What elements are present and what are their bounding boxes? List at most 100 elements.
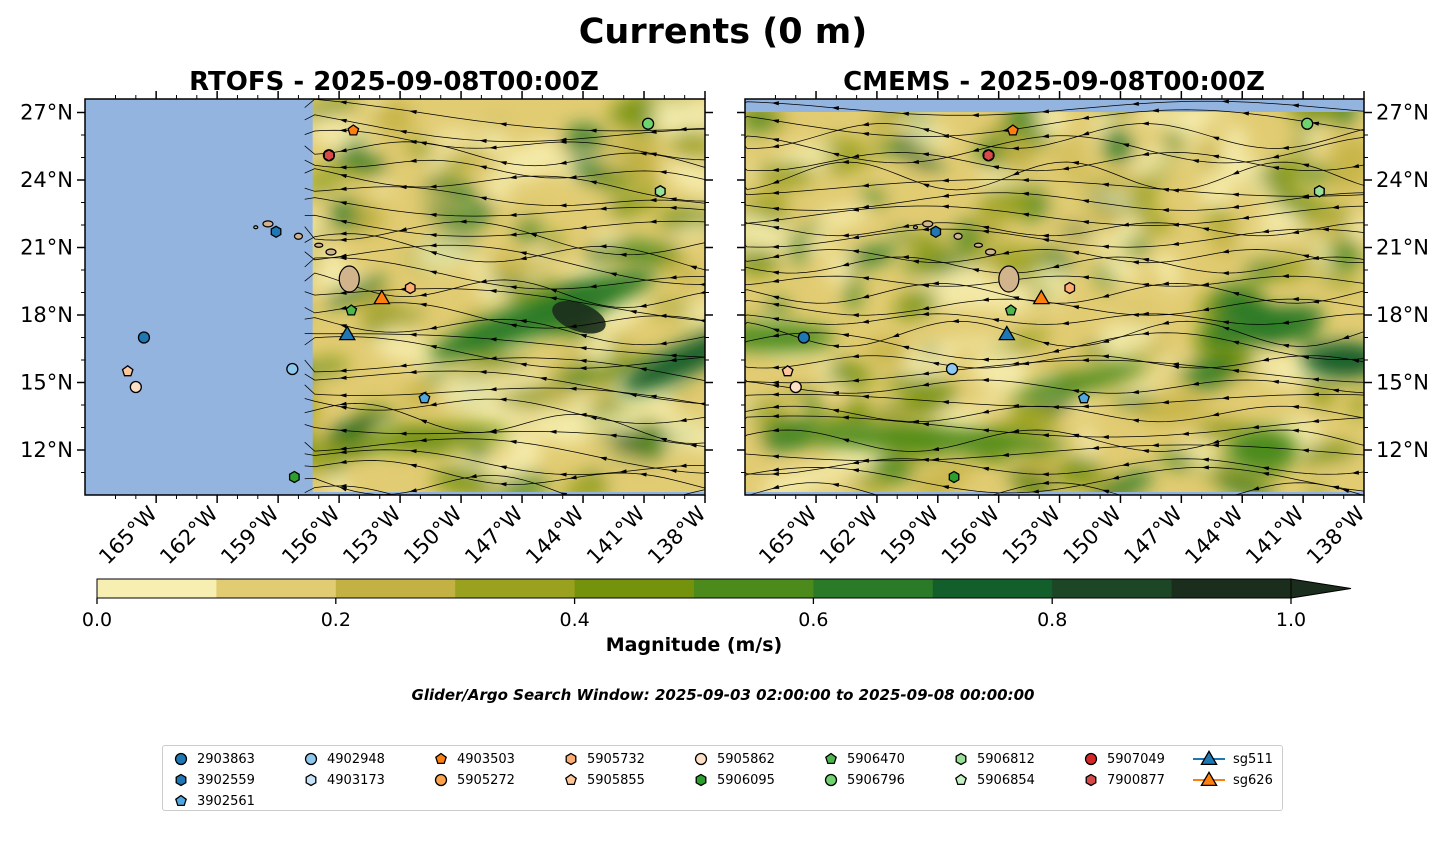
x-tick-label: 159°W xyxy=(876,501,944,569)
platform-5906470 xyxy=(345,304,358,316)
legend-symbol xyxy=(955,752,967,766)
platform-5905732 xyxy=(1064,281,1076,295)
legend-label: 3902561 xyxy=(197,793,255,809)
legend-label: 5906470 xyxy=(847,751,905,767)
legend-label: 5905855 xyxy=(587,772,645,788)
legend-triangle xyxy=(1200,750,1218,766)
legend-marker-icon xyxy=(175,773,187,787)
legend-item: 4903503 xyxy=(433,749,515,769)
legend-marker-icon xyxy=(1193,771,1225,787)
colorbar-segment xyxy=(1052,579,1173,598)
y-tick-label: 24°N xyxy=(20,168,73,192)
island xyxy=(922,220,934,228)
legend-marker-icon xyxy=(565,773,577,786)
legend-marker-icon xyxy=(825,752,837,765)
x-tick-label: 141°W xyxy=(1241,501,1309,569)
legend-marker-icon xyxy=(1084,752,1098,766)
legend-label: 5907049 xyxy=(1107,751,1165,767)
legend-marker-icon xyxy=(174,752,188,766)
legend-item: 3902559 xyxy=(173,770,255,790)
legend-label: 4902948 xyxy=(327,751,385,767)
platform-4903503 xyxy=(347,124,360,136)
colorbar-tick-label: 0.6 xyxy=(798,609,828,631)
figure-title: Currents (0 m) xyxy=(579,12,868,52)
x-tick-label: 144°W xyxy=(1180,501,1248,569)
x-tick-label: 147°W xyxy=(460,501,528,569)
x-tick-label: 150°W xyxy=(1059,501,1127,569)
legend-label: 5905732 xyxy=(587,751,645,767)
x-tick-label: 138°W xyxy=(643,501,711,569)
platform-3902559 xyxy=(930,225,942,239)
colorbar-extend-arrow xyxy=(1290,578,1352,599)
colorbar-tick-label: 0.8 xyxy=(1037,609,1067,631)
colorbar-segment xyxy=(574,579,695,598)
legend-item: sg511 xyxy=(1193,749,1273,769)
legend-item: 5905855 xyxy=(563,770,645,790)
legend-label: 7900877 xyxy=(1107,772,1165,788)
x-tick-label: 150°W xyxy=(399,501,467,569)
y-tick-label: 24°N xyxy=(1376,168,1429,192)
platform-sg626 xyxy=(1032,289,1051,305)
platform-5906812 xyxy=(1313,185,1325,198)
legend-marker-icon xyxy=(435,752,447,765)
y-tick-label: 27°N xyxy=(20,101,73,125)
legend-item: 5905732 xyxy=(563,749,645,769)
y-tick-label: 21°N xyxy=(20,236,73,260)
legend-symbol xyxy=(955,773,967,786)
rtofs-map-frame xyxy=(84,98,706,496)
island xyxy=(998,265,1020,293)
legend-item: 5905272 xyxy=(433,770,515,790)
legend-item: 5906796 xyxy=(823,770,905,790)
cmems-map-panel: 165°W162°W159°W156°W153°W150°W147°W144°W… xyxy=(737,91,1429,569)
legend-symbol xyxy=(175,773,187,787)
legend-symbol xyxy=(565,773,577,786)
legend-marker-icon xyxy=(694,752,708,766)
platform-sg511 xyxy=(338,325,356,341)
colorbar-tick-label: 0.2 xyxy=(321,609,351,631)
colorbar-segment xyxy=(694,579,814,598)
cmems-platforms xyxy=(781,117,1325,484)
platform-4902948 xyxy=(945,362,959,376)
legend-label: 4903503 xyxy=(457,751,515,767)
platform-5905855 xyxy=(781,364,794,377)
x-tick-label: 165°W xyxy=(754,501,822,569)
colorbar-label: Magnitude (m/s) xyxy=(606,634,783,656)
legend-label: 3902559 xyxy=(197,772,255,788)
legend-symbol xyxy=(1085,773,1097,787)
x-tick-label: 162°W xyxy=(815,501,883,569)
island xyxy=(293,232,304,240)
platform-5906796 xyxy=(1301,117,1314,130)
legend-item: 4903173 xyxy=(303,770,385,790)
colorbar: 0.0 0.2 0.4 0.6 0.8 1.0 xyxy=(82,578,1352,631)
y-tick-label: 18°N xyxy=(20,303,73,327)
platform-sg626 xyxy=(373,289,391,305)
left-panel-title: RTOFS - 2025-09-08T00:00Z xyxy=(189,67,599,97)
legend-symbol xyxy=(435,752,447,765)
x-tick-label: 165°W xyxy=(94,501,162,569)
legend-label: 5906095 xyxy=(717,772,775,788)
legend-symbol xyxy=(434,773,448,787)
legend-marker-icon xyxy=(304,752,318,766)
legend-label: sg511 xyxy=(1233,751,1273,767)
legend-marker-icon xyxy=(955,752,967,766)
platform-5905732 xyxy=(404,281,416,295)
x-tick-label: 156°W xyxy=(937,501,1005,569)
legend-marker-icon xyxy=(175,794,187,807)
platform-7900877 xyxy=(323,149,335,162)
island xyxy=(912,225,919,230)
legend-item: 2903863 xyxy=(173,749,255,769)
legend-item: 3902561 xyxy=(173,791,255,811)
platform-3902559 xyxy=(270,225,282,239)
colorbar-segment xyxy=(455,579,576,598)
x-tick-label: 162°W xyxy=(155,501,223,569)
colorbar-segment xyxy=(813,579,934,598)
legend-label: 5906796 xyxy=(847,772,905,788)
platform-5906095 xyxy=(288,470,300,484)
legend-label: 5906812 xyxy=(977,751,1035,767)
x-tick-label: 153°W xyxy=(998,501,1066,569)
platform-sg511 xyxy=(998,325,1016,341)
legend-marker-icon xyxy=(565,752,577,766)
colorbar-tick-label: 0.4 xyxy=(559,609,589,631)
x-tick-label: 156°W xyxy=(277,501,345,569)
platform-3902561 xyxy=(418,391,431,404)
